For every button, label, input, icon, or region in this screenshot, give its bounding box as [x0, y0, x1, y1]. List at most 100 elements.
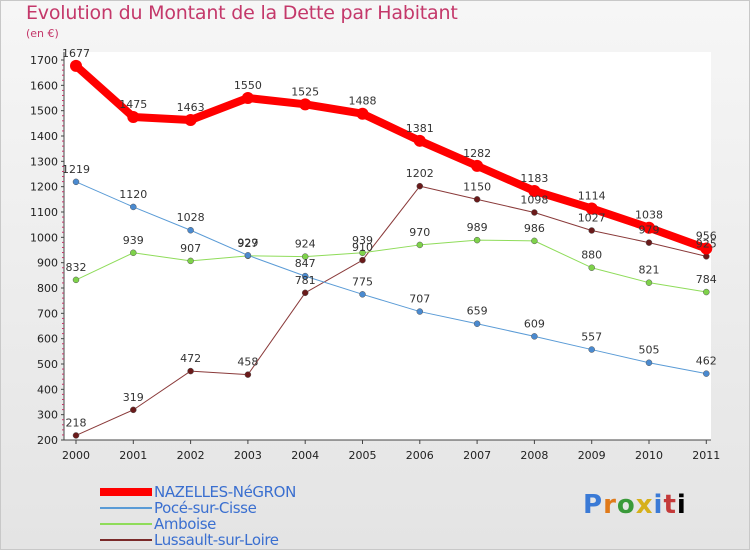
data-point — [645, 239, 653, 246]
data-label: 218 — [66, 416, 87, 429]
data-label: 1677 — [62, 47, 90, 60]
y-tick-label: 1200 — [30, 181, 58, 194]
data-point — [531, 333, 538, 340]
x-tick-label: 2010 — [635, 449, 663, 462]
data-label: 929 — [237, 236, 258, 249]
data-label: 924 — [295, 238, 316, 251]
data-label: 970 — [409, 226, 430, 239]
data-label: 880 — [581, 249, 602, 262]
data-point — [244, 371, 252, 378]
legend-swatch — [100, 507, 152, 509]
x-tick-label: 2002 — [177, 449, 205, 462]
data-point — [356, 107, 369, 120]
data-label: 472 — [180, 352, 201, 365]
legend-swatch — [100, 523, 152, 525]
x-tick-label: 2006 — [406, 449, 434, 462]
y-tick-label: 1500 — [30, 105, 58, 118]
data-point — [301, 272, 309, 280]
y-tick-label: 500 — [37, 358, 58, 371]
y-tick-label: 600 — [37, 333, 58, 346]
data-label: 939 — [123, 234, 144, 247]
data-label: 319 — [123, 391, 144, 404]
data-point — [130, 406, 137, 414]
x-tick-label: 2001 — [119, 449, 147, 462]
data-point — [301, 289, 309, 297]
x-tick-label: 2003 — [234, 449, 262, 462]
x-tick-label: 2007 — [463, 449, 491, 462]
data-point — [585, 202, 598, 215]
data-point — [588, 346, 595, 353]
legend-item: Pocé-sur-Cisse — [100, 499, 296, 517]
legend-label: Amboise — [154, 515, 216, 533]
data-point — [645, 359, 653, 366]
data-point — [241, 92, 254, 104]
data-label: 462 — [696, 355, 717, 368]
data-point — [187, 226, 194, 234]
data-label: 1114 — [578, 189, 606, 202]
data-point — [416, 308, 424, 315]
data-label: 1098 — [520, 194, 548, 207]
x-tick-label: 2004 — [291, 449, 319, 462]
data-label: 907 — [180, 242, 201, 255]
data-label: 781 — [295, 274, 316, 287]
data-point — [127, 111, 140, 123]
data-point — [72, 178, 80, 186]
data-point — [703, 288, 710, 296]
data-point — [416, 241, 424, 249]
data-label: 707 — [409, 293, 430, 306]
data-label: 1381 — [406, 122, 434, 135]
x-tick-label: 2009 — [578, 449, 606, 462]
y-tick-label: 1300 — [30, 155, 58, 168]
legend-item: Amboise — [100, 515, 296, 533]
data-label: 659 — [467, 305, 488, 318]
series-line-2 — [75, 239, 707, 293]
data-label: 1202 — [406, 167, 434, 180]
legend-label: Pocé-sur-Cisse — [154, 499, 257, 517]
data-point — [471, 159, 484, 172]
data-label: 1488 — [349, 95, 377, 108]
y-tick-label: 300 — [37, 409, 58, 422]
series-line-0 — [72, 61, 711, 253]
x-tick-label: 2011 — [692, 449, 720, 462]
data-point — [359, 249, 366, 257]
x-tick-label: 2008 — [520, 449, 548, 462]
data-point — [703, 370, 710, 377]
x-tick-label: 2000 — [62, 449, 90, 462]
data-point — [187, 367, 194, 375]
data-point — [473, 236, 481, 244]
data-label: 1282 — [463, 147, 491, 160]
data-label: 1550 — [234, 79, 262, 92]
data-point — [301, 253, 309, 260]
data-label: 821 — [639, 264, 660, 277]
data-point — [645, 279, 653, 286]
legend-item: NAZELLES-NéGRON — [100, 483, 296, 501]
data-label: 1120 — [119, 188, 147, 201]
data-point — [244, 252, 252, 259]
y-tick-label: 900 — [37, 257, 58, 270]
data-label: 1183 — [520, 172, 548, 185]
proxiti-logo: Proxiti — [583, 490, 687, 520]
data-point — [184, 114, 197, 127]
data-label: 1028 — [177, 211, 205, 224]
y-tick-label: 1600 — [30, 79, 58, 92]
data-point — [299, 98, 312, 111]
data-label: 939 — [352, 234, 373, 247]
data-label: 775 — [352, 275, 373, 288]
data-point — [72, 276, 80, 284]
y-tick-label: 1700 — [30, 54, 58, 67]
data-point — [359, 256, 366, 264]
data-point — [531, 237, 538, 245]
data-label: 1219 — [62, 163, 90, 176]
legend-item: Lussault-sur-Loire — [100, 531, 296, 549]
data-point — [700, 242, 713, 255]
legend-swatch — [100, 488, 152, 496]
data-point — [588, 227, 595, 234]
data-point — [588, 264, 595, 271]
data-point — [416, 182, 424, 190]
y-tick-label: 1100 — [30, 206, 58, 219]
series-line-1 — [75, 181, 707, 375]
data-label: 956 — [696, 229, 717, 242]
y-tick-label: 700 — [37, 307, 58, 320]
y-tick-label: 200 — [37, 434, 58, 447]
